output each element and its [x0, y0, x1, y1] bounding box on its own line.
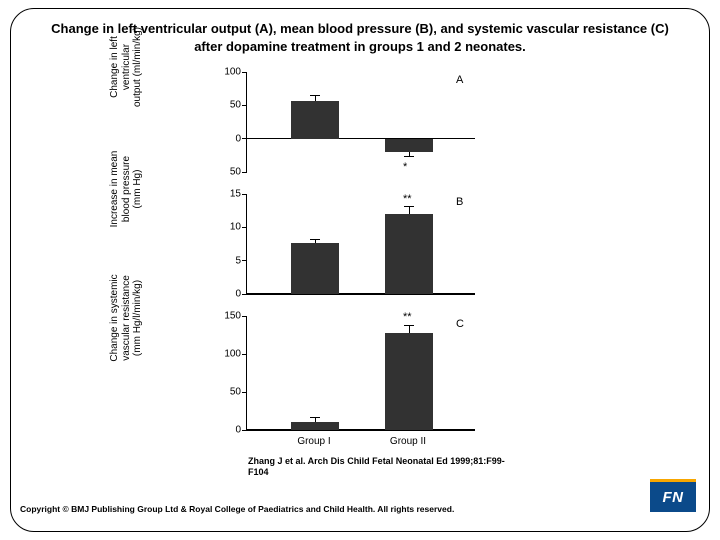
bar-A-group2 — [385, 139, 433, 152]
ytick — [242, 316, 247, 317]
panel-A: Change in left ventricular output (ml/mi… — [180, 72, 500, 172]
xcat-label: Group II — [378, 436, 438, 447]
errbar — [315, 418, 316, 423]
ylabel-B: Increase in mean blood pressure (mm Hg) — [109, 134, 144, 244]
sig-marker: * — [403, 161, 407, 173]
yticklabel: 100 — [211, 67, 241, 78]
baseline — [247, 429, 475, 430]
errcap — [310, 95, 320, 96]
bar-A-group1 — [291, 101, 339, 138]
yticklabel: 150 — [211, 311, 241, 322]
panel-B: Increase in mean blood pressure (mm Hg)0… — [180, 194, 500, 294]
yticklabel: 0 — [211, 133, 241, 144]
ytick — [242, 172, 247, 173]
yticklabel: 0 — [211, 289, 241, 300]
yticklabel: 10 — [211, 222, 241, 233]
panel-letter-C: C — [456, 318, 464, 330]
yticklabel: 5 — [211, 255, 241, 266]
yticklabel: 50 — [211, 387, 241, 398]
plot-A: 50050100* — [246, 72, 474, 172]
charts-container: Change in left ventricular output (ml/mi… — [180, 72, 500, 448]
errbar — [315, 95, 316, 101]
ylabel-C: Change in systemic vascular resistance (… — [109, 263, 144, 373]
yticklabel: 100 — [211, 349, 241, 360]
errbar — [409, 207, 410, 214]
baseline — [247, 138, 475, 139]
panel-letter-A: A — [456, 74, 463, 86]
bar-B-group1 — [291, 243, 339, 294]
ytick — [242, 354, 247, 355]
bar-C-group1 — [291, 422, 339, 430]
sig-marker: ** — [403, 193, 412, 205]
panel-letter-B: B — [456, 196, 463, 208]
errcap — [310, 417, 320, 418]
ytick — [242, 392, 247, 393]
xcat-label: Group I — [284, 436, 344, 447]
yticklabel: 50 — [211, 167, 241, 178]
sig-marker: ** — [403, 311, 412, 323]
bar-B-group2 — [385, 214, 433, 294]
ylabel-A: Change in left ventricular output (ml/mi… — [109, 12, 144, 122]
bar-C-group2 — [385, 333, 433, 430]
errcap — [310, 239, 320, 240]
ytick — [242, 194, 247, 195]
citation-text: Zhang J et al. Arch Dis Child Fetal Neon… — [248, 456, 508, 479]
panel-C: Change in systemic vascular resistance (… — [180, 316, 500, 430]
ytick — [242, 105, 247, 106]
errbar — [315, 239, 316, 243]
yticklabel: 15 — [211, 189, 241, 200]
errcap — [404, 325, 414, 326]
copyright-text: Copyright © BMJ Publishing Group Ltd & R… — [20, 504, 454, 514]
yticklabel: 50 — [211, 100, 241, 111]
ytick — [242, 260, 247, 261]
baseline — [247, 293, 475, 294]
errcap — [404, 206, 414, 207]
ytick — [242, 72, 247, 73]
journal-badge: FN — [650, 482, 696, 512]
errbar — [409, 325, 410, 333]
ytick — [242, 227, 247, 228]
yticklabel: 0 — [211, 425, 241, 436]
errcap — [404, 156, 414, 157]
plot-C: 050100150** — [246, 316, 474, 430]
plot-B: 051015** — [246, 194, 474, 294]
